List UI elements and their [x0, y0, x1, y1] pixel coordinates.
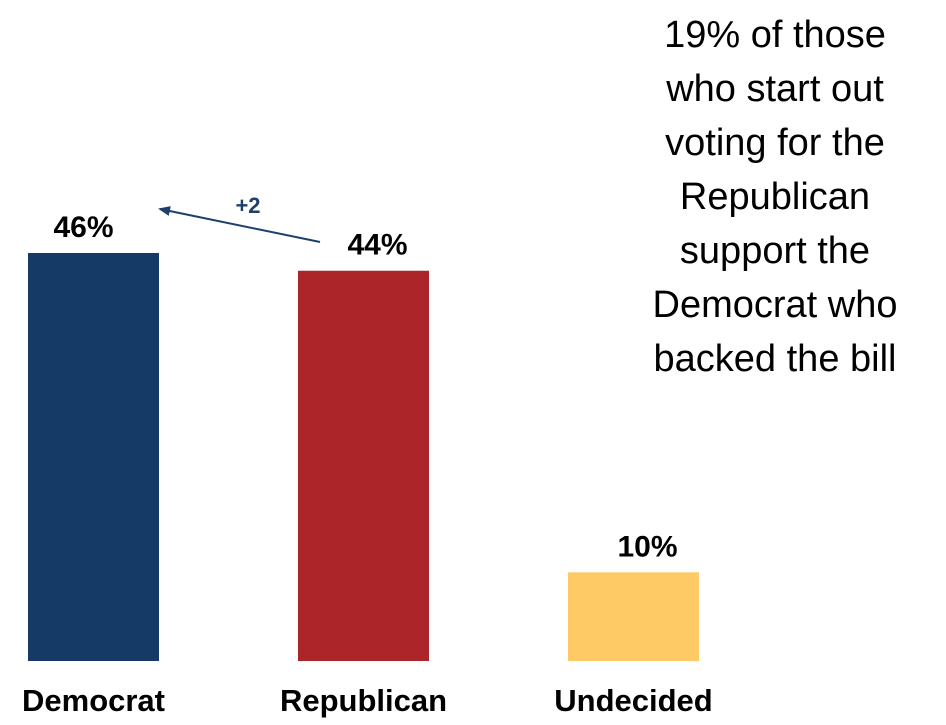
labels-layer: 46% Democrat 44% Republican 10% Undecided	[22, 211, 713, 718]
annotation-line: Republican	[679, 176, 871, 218]
annotation-line: 19% of those	[664, 14, 886, 56]
bar-undecided	[568, 572, 699, 661]
value-label-republican: 44%	[347, 229, 407, 262]
annotation-text: 19% of those who start out voting for the R…	[610, 8, 940, 386]
bar-republican	[298, 270, 429, 661]
annotation-line: backed the bill	[653, 338, 897, 380]
value-label-undecided: 10%	[617, 530, 677, 563]
bar-democrat	[28, 253, 159, 661]
annotation-line: support the	[679, 230, 871, 272]
bars-layer	[28, 253, 699, 661]
change-arrow-label: +2	[235, 193, 260, 218]
value-label-democrat: 46%	[53, 211, 113, 244]
category-label-republican: Republican	[280, 683, 447, 718]
annotation-line: Democrat who	[652, 284, 898, 326]
annotation-line: who start out	[666, 68, 884, 110]
annotation-line: voting for the	[665, 122, 885, 164]
change-arrow-group: +2	[158, 193, 321, 243]
category-label-undecided: Undecided	[554, 683, 712, 718]
change-arrow	[158, 206, 321, 243]
category-label-democrat: Democrat	[22, 683, 165, 718]
